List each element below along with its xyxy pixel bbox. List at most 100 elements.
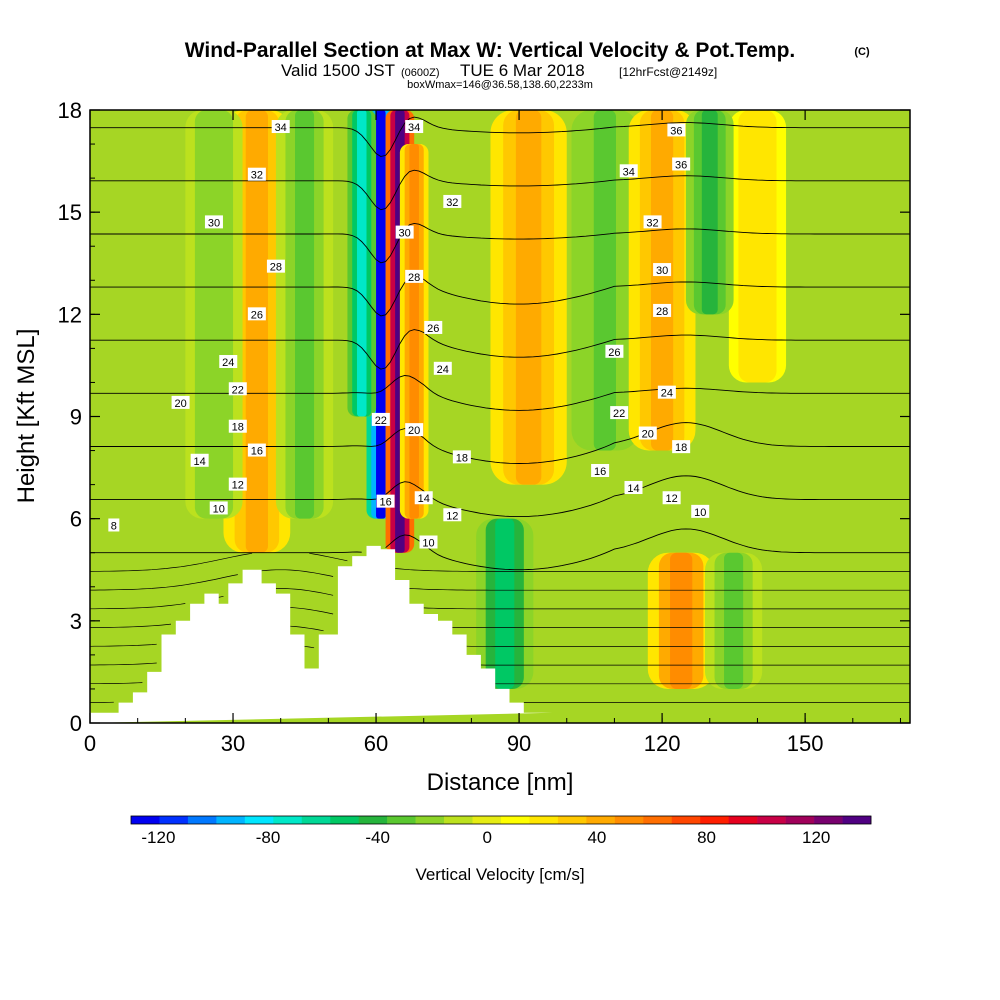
velocity-band <box>295 110 315 519</box>
theta-contour-line <box>90 625 910 647</box>
contour-label-text: 28 <box>408 272 420 284</box>
contour-label-background <box>605 344 624 358</box>
colorbar-swatch <box>643 816 673 824</box>
theta-contour-label: 20 <box>638 426 657 441</box>
theta-contour-label: 16 <box>376 494 395 509</box>
contour-label-background <box>266 259 285 273</box>
theta-contour-label: 14 <box>190 453 209 468</box>
contour-label-text: 18 <box>456 452 468 464</box>
colorbar-tick-label: -40 <box>365 828 390 847</box>
plot-area: 8 10 12 14 16 18 20 22 24 26 28 30 32 34 22 16 14 10 12 20 1… <box>90 110 910 723</box>
theta-contour-label: 22 <box>228 382 247 396</box>
forecast-info: [12hrFcst@2149z] <box>619 65 717 79</box>
contour-label-background <box>247 443 266 457</box>
contour-label-background <box>395 225 414 239</box>
contour-label-text: 20 <box>408 425 420 437</box>
colorbar-swatch <box>273 816 303 824</box>
colorbar-tick-label: 0 <box>483 828 492 847</box>
theta-contour-line <box>90 552 910 572</box>
valid-time-utc: (0600Z) <box>401 67 440 79</box>
theta-contour-label: 12 <box>443 508 462 522</box>
colorbar-swatch <box>131 816 160 824</box>
contour-label-text: 34 <box>275 122 287 134</box>
contour-label-text: 10 <box>213 503 225 515</box>
theta-contour-label: 16 <box>591 463 610 478</box>
contour-label-text: 10 <box>422 538 434 550</box>
theta-contour-label: 32 <box>443 194 462 209</box>
velocity-cell <box>275 110 334 519</box>
colorbar-swatch <box>444 816 473 824</box>
x-axis: 0 30 60 90 120 150 <box>84 110 901 756</box>
theta-contour-line <box>90 276 910 317</box>
velocity-cell <box>347 110 377 417</box>
contour-label-background <box>662 491 681 505</box>
colorbar-swatch <box>216 816 246 824</box>
theta-contour-label: 30 <box>653 263 672 277</box>
contour-label-text: 22 <box>375 415 387 427</box>
theta-contour-label: 16 <box>247 443 266 458</box>
theta-contour-label: 30 <box>204 215 223 229</box>
colorbar-swatch <box>814 816 843 824</box>
theta-contour-label: 26 <box>424 320 443 335</box>
colorbar-swatch <box>529 816 559 824</box>
contour-label-background <box>405 269 424 283</box>
theta-contour-label: 32 <box>247 167 266 182</box>
contour-label-text: 34 <box>623 166 635 178</box>
colorbar: -120 -80 -40 0 40 80 120 <box>130 815 872 847</box>
contour-label-background <box>108 518 120 532</box>
x-tick-label: 90 <box>507 731 531 756</box>
colorbar-tick-label: -120 <box>141 828 175 847</box>
contour-label-text: 26 <box>251 309 263 321</box>
theta-contour-line <box>90 682 910 685</box>
box-info: boxWmax=146@36.58,138.60,2233m <box>407 79 593 91</box>
theta-contour-line <box>90 375 910 411</box>
contour-label-text: 16 <box>379 497 391 509</box>
velocity-cell <box>685 110 734 315</box>
x-tick-label: 150 <box>787 731 824 756</box>
contour-label-background <box>414 491 433 505</box>
contour-label-text: 20 <box>174 398 186 410</box>
theta-contour-label: 26 <box>247 307 266 321</box>
contour-label-text: 28 <box>656 306 668 318</box>
y-tick-label: 9 <box>70 405 82 430</box>
valid-time-prefix: Valid 1500 JST <box>281 61 395 80</box>
theta-contour-label: 36 <box>667 123 686 137</box>
contour-label-background <box>424 320 443 334</box>
contour-label-text: 28 <box>270 262 282 274</box>
velocity-cell <box>185 110 243 519</box>
velocity-cell <box>647 552 715 689</box>
theta-contour-label: 14 <box>414 491 433 505</box>
theta-contour-label: 28 <box>266 259 285 274</box>
contour-label-text: 14 <box>627 483 639 495</box>
velocity-band <box>701 110 718 315</box>
theta-contour-label: 28 <box>405 269 424 284</box>
contour-label-background <box>228 382 247 396</box>
contour-label-background <box>672 440 691 454</box>
theta-contour-label: 24 <box>433 361 452 376</box>
contour-label-text: 22 <box>613 408 625 420</box>
theta-contour-label: 34 <box>619 164 638 178</box>
contour-label-background <box>619 164 638 178</box>
theta-contour-label: 10 <box>209 501 228 515</box>
colorbar-swatch <box>557 816 587 824</box>
theta-contour-label: 20 <box>171 395 190 410</box>
theta-contour-label: 36 <box>672 157 691 171</box>
colorbar-swatch <box>842 816 872 824</box>
contour-label-background <box>452 450 471 464</box>
theta-contours <box>90 116 910 703</box>
contour-label-background <box>691 504 710 518</box>
velocity-band <box>670 552 693 689</box>
theta-contour-label: 30 <box>395 225 414 240</box>
theta-contour-label: 24 <box>219 355 238 369</box>
theta-contour-label: 10 <box>419 535 438 550</box>
theta-contour-label: 12 <box>662 491 681 505</box>
contour-label-background <box>657 385 676 399</box>
velocity-cell <box>728 110 787 383</box>
theta-contour-line <box>90 222 910 264</box>
theta-contour-label: 22 <box>610 406 629 420</box>
contour-label-background <box>653 303 672 317</box>
velocity-band <box>376 110 386 519</box>
contour-label-background <box>653 263 672 277</box>
velocity-band <box>515 110 542 485</box>
